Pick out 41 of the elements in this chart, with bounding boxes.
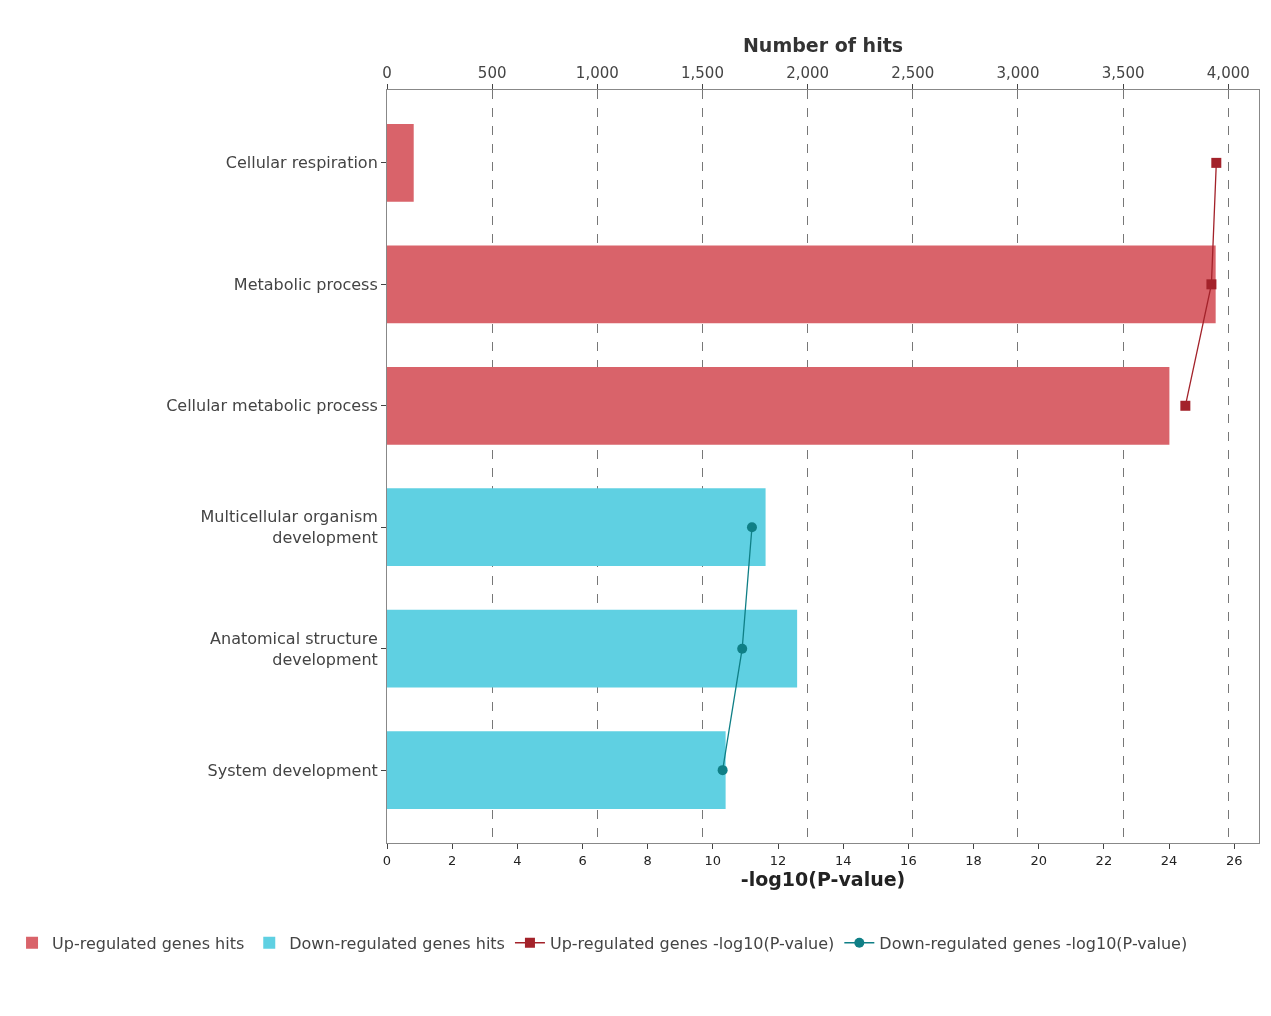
x-tick-label: 26 [1225,852,1243,868]
point [746,522,757,533]
x-axis-title: -log10(P-value) [740,868,906,891]
legend-label: Up-regulated genes hits [52,933,245,953]
point [737,643,748,654]
legend-label: Up-regulated genes -log10(P-value) [549,933,835,953]
y-tick-label: Cellular respiration [225,153,378,173]
x-tick-label: 18 [965,852,982,868]
x2-tick-label: 2,000 [786,64,830,82]
x-tick-label: 20 [1030,852,1047,868]
x2-tick-label: 1,000 [575,64,619,82]
point [717,765,728,776]
x-tick-label: 14 [834,852,852,868]
x-tick-label: 6 [578,852,587,868]
x-tick-label: 4 [513,852,522,868]
x-tick-label: 24 [1160,852,1178,868]
x2-tick-label: 3,000 [996,64,1040,82]
x-tick-label: 12 [769,852,787,868]
x-tick-label: 10 [704,852,722,868]
legend-label: Down-regulated genes -log10(P-value) [879,933,1188,953]
y-tick-label: System development [207,760,378,780]
x2-tick-label: 1,500 [681,64,724,82]
x-tick-label: 16 [900,852,917,868]
x-tick-label: 0 [382,852,392,868]
x-tick-label: 8 [643,852,652,868]
point [1180,400,1191,411]
x2-tick-label: 0 [382,64,392,82]
y-tick-label: Anatomical structure development [210,628,378,669]
point [1206,279,1217,290]
y-tick-label: Multicellular organism development [200,507,378,548]
legend-label: Down-regulated genes hits [289,933,505,953]
y-tick-label: Cellular metabolic process [166,396,378,416]
x2-tick-label: 500 [477,64,507,82]
point [1211,157,1222,168]
x-tick-label: 22 [1095,852,1113,868]
x-tick-label: 2 [448,852,457,868]
x2-tick-label: 3,500 [1101,64,1145,82]
y-tick-label: Metabolic process [233,274,378,294]
x2-axis-title: Number of hits [742,33,904,56]
x2-tick-label: 4,000 [1206,64,1250,82]
x2-tick-label: 2,500 [891,64,935,82]
